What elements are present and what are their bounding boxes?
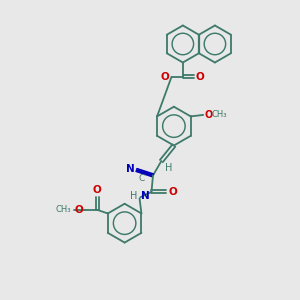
Text: N: N	[126, 164, 135, 174]
Text: O: O	[204, 110, 212, 120]
Text: C: C	[139, 174, 145, 183]
Text: O: O	[196, 72, 205, 82]
Text: CH₃: CH₃	[56, 206, 71, 214]
Text: O: O	[168, 187, 177, 197]
Text: CH₃: CH₃	[211, 110, 227, 119]
Text: N: N	[141, 191, 150, 201]
Text: O: O	[93, 185, 102, 195]
Text: H: H	[130, 191, 137, 201]
Text: O: O	[161, 72, 170, 82]
Text: H: H	[165, 164, 172, 173]
Text: O: O	[74, 205, 83, 215]
